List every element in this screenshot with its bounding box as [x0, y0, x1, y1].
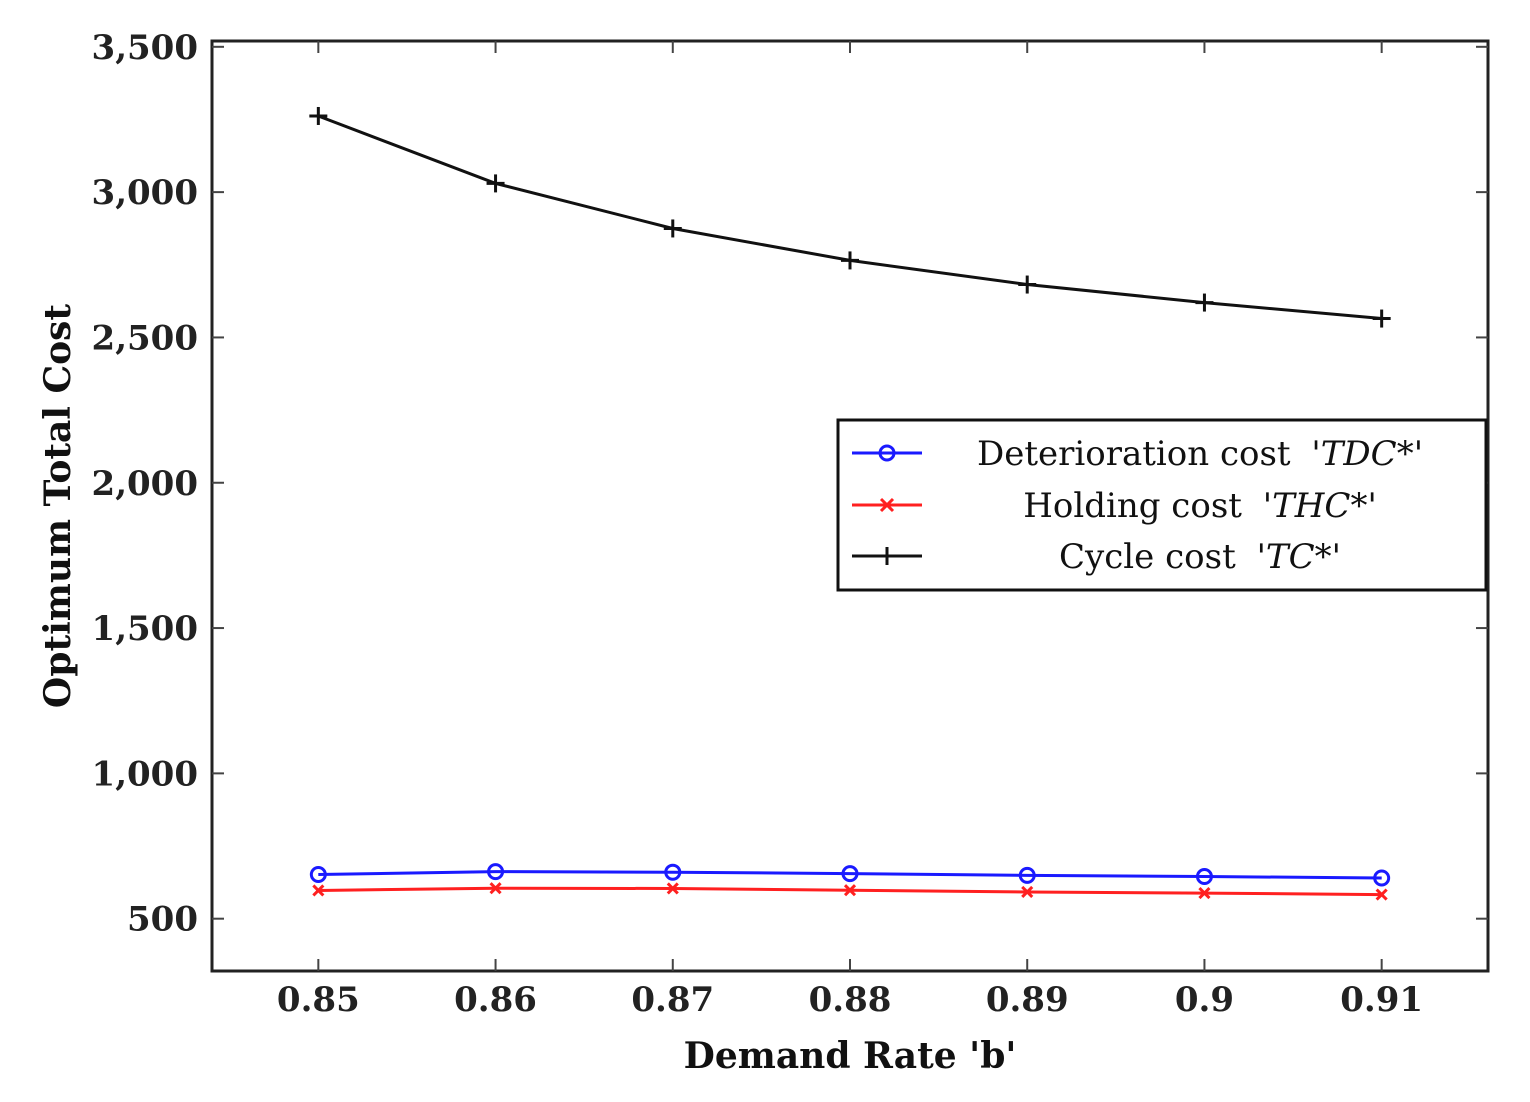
- y-tick-label: 2,000: [92, 464, 198, 504]
- legend-label-holding: Holding cost 'THC*': [1023, 486, 1377, 526]
- legend-name-holding: Holding cost: [1023, 486, 1242, 526]
- y-tick-label: 3,500: [92, 28, 198, 68]
- data-point: [664, 863, 682, 881]
- legend-name-deterioration: Deterioration cost: [977, 434, 1291, 474]
- x-tick-label: 0.91: [1340, 980, 1423, 1020]
- series-layer: [309, 106, 1391, 901]
- series-circle: [309, 863, 1391, 887]
- legend-marker-holding: [879, 497, 895, 513]
- data-point: [309, 866, 327, 884]
- data-point: [1018, 275, 1037, 294]
- x-tick-label: 0.85: [277, 980, 360, 1020]
- x-tick-label: 0.86: [454, 980, 537, 1020]
- series-line: [318, 870, 1382, 880]
- legend-symbol-cycle: 'TC*': [1257, 537, 1341, 577]
- data-point: [663, 219, 682, 238]
- data-point: [489, 882, 502, 895]
- legend: Deterioration cost 'TDC*' Holding cost '…: [836, 418, 1488, 592]
- x-axis: 0.85 0.86 0.87 0.88 0.89 0.9 0.91: [277, 41, 1423, 1020]
- data-point: [486, 174, 505, 193]
- data-point: [487, 863, 505, 881]
- legend-entries: Deterioration cost 'TDC*' Holding cost '…: [852, 434, 1423, 577]
- data-point: [1373, 869, 1391, 887]
- x-tick-label: 0.9: [1175, 980, 1234, 1020]
- x-tick-label: 0.89: [986, 980, 1069, 1020]
- legend-symbol-deterioration: 'TDC*': [1311, 434, 1423, 474]
- legend-entry-holding: Holding cost 'THC*': [852, 486, 1377, 526]
- data-point: [841, 251, 859, 270]
- y-tick-label: 500: [127, 900, 198, 940]
- data-point: [309, 106, 328, 125]
- legend-marker-deterioration: [878, 444, 896, 462]
- data-point: [1198, 887, 1211, 900]
- legend-name-cycle: Cycle cost: [1059, 537, 1236, 577]
- legend-entry-deterioration: Deterioration cost 'TDC*': [852, 434, 1423, 474]
- data-point: [841, 865, 859, 883]
- legend-entry-cycle: Cycle cost 'TC*': [852, 537, 1341, 577]
- data-point: [666, 882, 679, 895]
- data-point: [843, 884, 857, 897]
- x-tick-label: 0.87: [631, 980, 714, 1020]
- data-point: [1372, 309, 1391, 328]
- y-tick-label: 3,000: [92, 173, 198, 213]
- y-tick-label: 1,000: [92, 754, 198, 794]
- data-point: [1021, 885, 1034, 899]
- data-point: [1195, 293, 1214, 312]
- legend-box: [836, 418, 1488, 592]
- x-tick-label: 0.88: [809, 980, 892, 1020]
- y-tick-label: 2,500: [92, 318, 198, 358]
- data-point: [312, 884, 325, 897]
- series-plus: [309, 106, 1391, 328]
- data-point: [1375, 888, 1388, 901]
- legend-symbol-holding: 'THC*': [1263, 486, 1377, 526]
- series-x: [312, 882, 1388, 901]
- data-point: [1195, 868, 1213, 886]
- legend-marker-cycle: [878, 547, 896, 565]
- y-axis: 500 1,000 1,500 2,000 2,500 3,000 3,500: [92, 28, 1488, 940]
- legend-label-cycle: Cycle cost 'TC*': [1059, 537, 1341, 577]
- x-axis-title: Demand Rate 'b': [684, 1035, 1017, 1077]
- data-point: [1018, 866, 1036, 884]
- y-axis-title: Optimum Total Cost: [37, 304, 79, 708]
- y-tick-label: 1,500: [92, 609, 198, 649]
- legend-label-deterioration: Deterioration cost 'TDC*': [977, 434, 1423, 474]
